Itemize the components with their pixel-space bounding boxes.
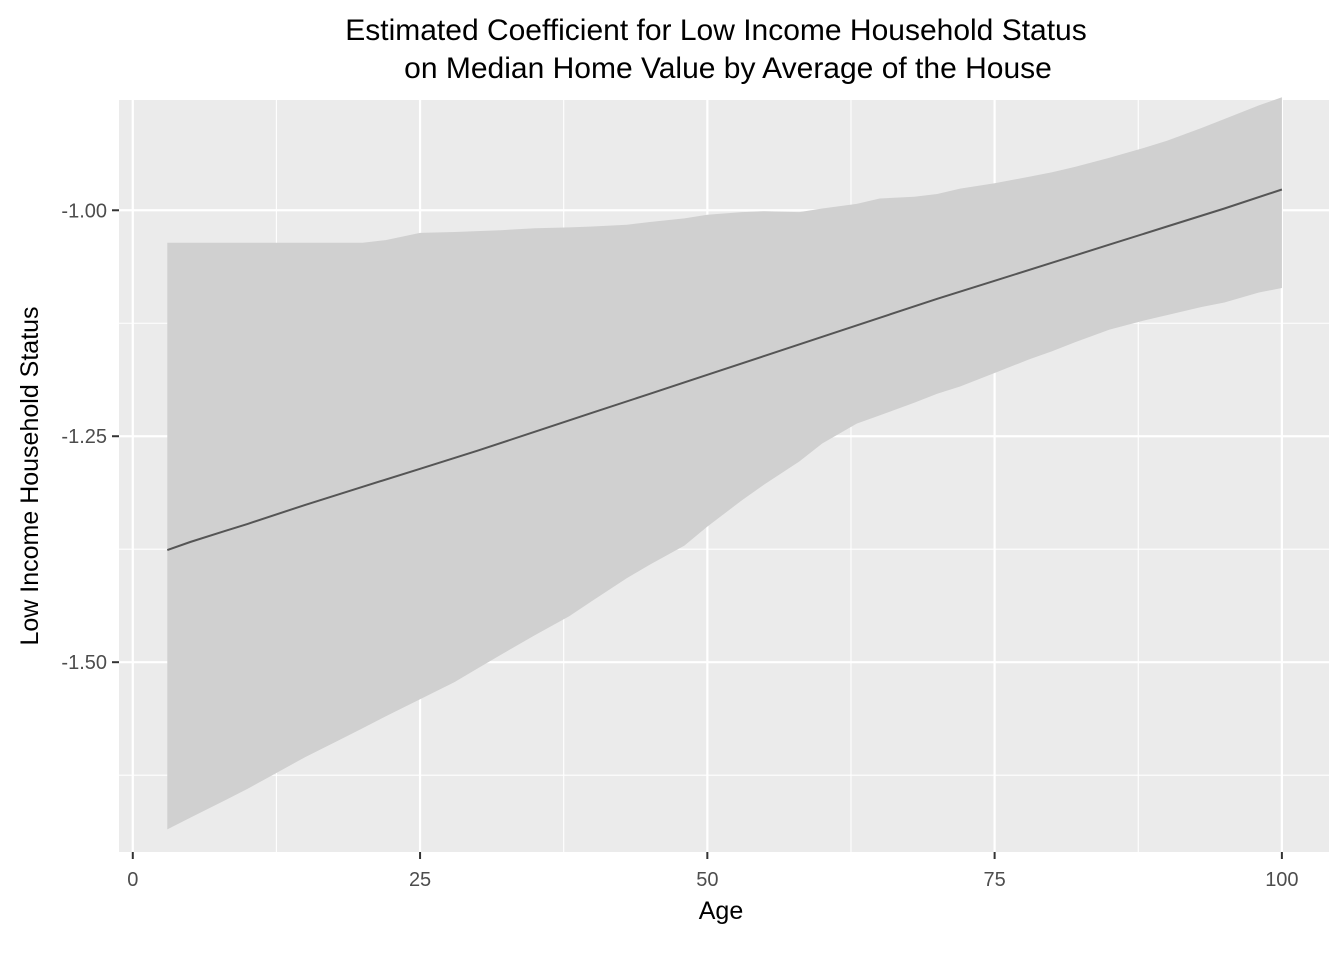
x-axis-label: Age bbox=[699, 897, 743, 925]
y-axis: -1.50 -1.25 -1.00 bbox=[61, 200, 119, 674]
y-axis-label: Low Income Household Status bbox=[16, 306, 44, 645]
x-tick-label: 50 bbox=[696, 869, 718, 891]
confidence-band bbox=[167, 97, 1282, 830]
x-axis: 0 25 50 75 100 bbox=[127, 852, 1299, 891]
x-tick-label: 0 bbox=[127, 869, 138, 891]
chart-title: Estimated Coefficient for Low Income Hou… bbox=[345, 14, 1087, 47]
y-tick-label: -1.00 bbox=[61, 200, 107, 222]
x-tick-label: 75 bbox=[983, 869, 1005, 891]
fitted-line bbox=[166, 188, 1283, 552]
y-tick-label: -1.25 bbox=[61, 426, 107, 448]
chart-subtitle: on Median Home Value by Average of the H… bbox=[404, 52, 1052, 85]
x-tick-label: 25 bbox=[409, 869, 431, 891]
y-tick-label: -1.50 bbox=[61, 652, 107, 674]
x-tick-label: 100 bbox=[1265, 869, 1298, 891]
